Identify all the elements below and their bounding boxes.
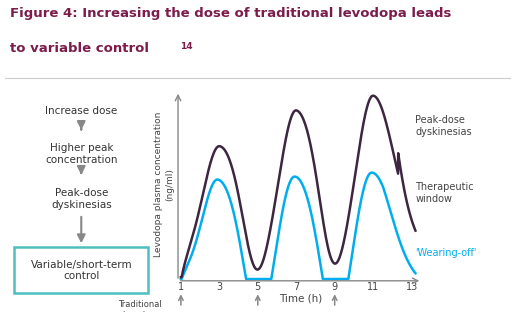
Text: Peak-dose
dyskinesias: Peak-dose dyskinesias	[51, 188, 111, 210]
Text: Traditional
levodopa: Traditional levodopa	[118, 300, 162, 312]
Text: Peak-dose
dyskinesias: Peak-dose dyskinesias	[415, 115, 472, 137]
Text: Therapeutic
window: Therapeutic window	[415, 182, 474, 204]
Y-axis label: Levodopa plasma concentration
(ng/ml): Levodopa plasma concentration (ng/ml)	[154, 111, 174, 257]
Text: 'Wearing-off': 'Wearing-off'	[415, 248, 477, 258]
Text: Figure 4: Increasing the dose of traditional levodopa leads: Figure 4: Increasing the dose of traditi…	[10, 7, 452, 20]
Text: Higher peak
concentration: Higher peak concentration	[45, 144, 118, 165]
Text: Variable/short-term
control: Variable/short-term control	[30, 260, 132, 281]
FancyBboxPatch shape	[14, 247, 148, 293]
Text: 14: 14	[180, 42, 192, 51]
Text: Increase dose: Increase dose	[45, 106, 118, 116]
X-axis label: Time (h): Time (h)	[279, 294, 322, 304]
Text: to variable control: to variable control	[10, 42, 149, 55]
